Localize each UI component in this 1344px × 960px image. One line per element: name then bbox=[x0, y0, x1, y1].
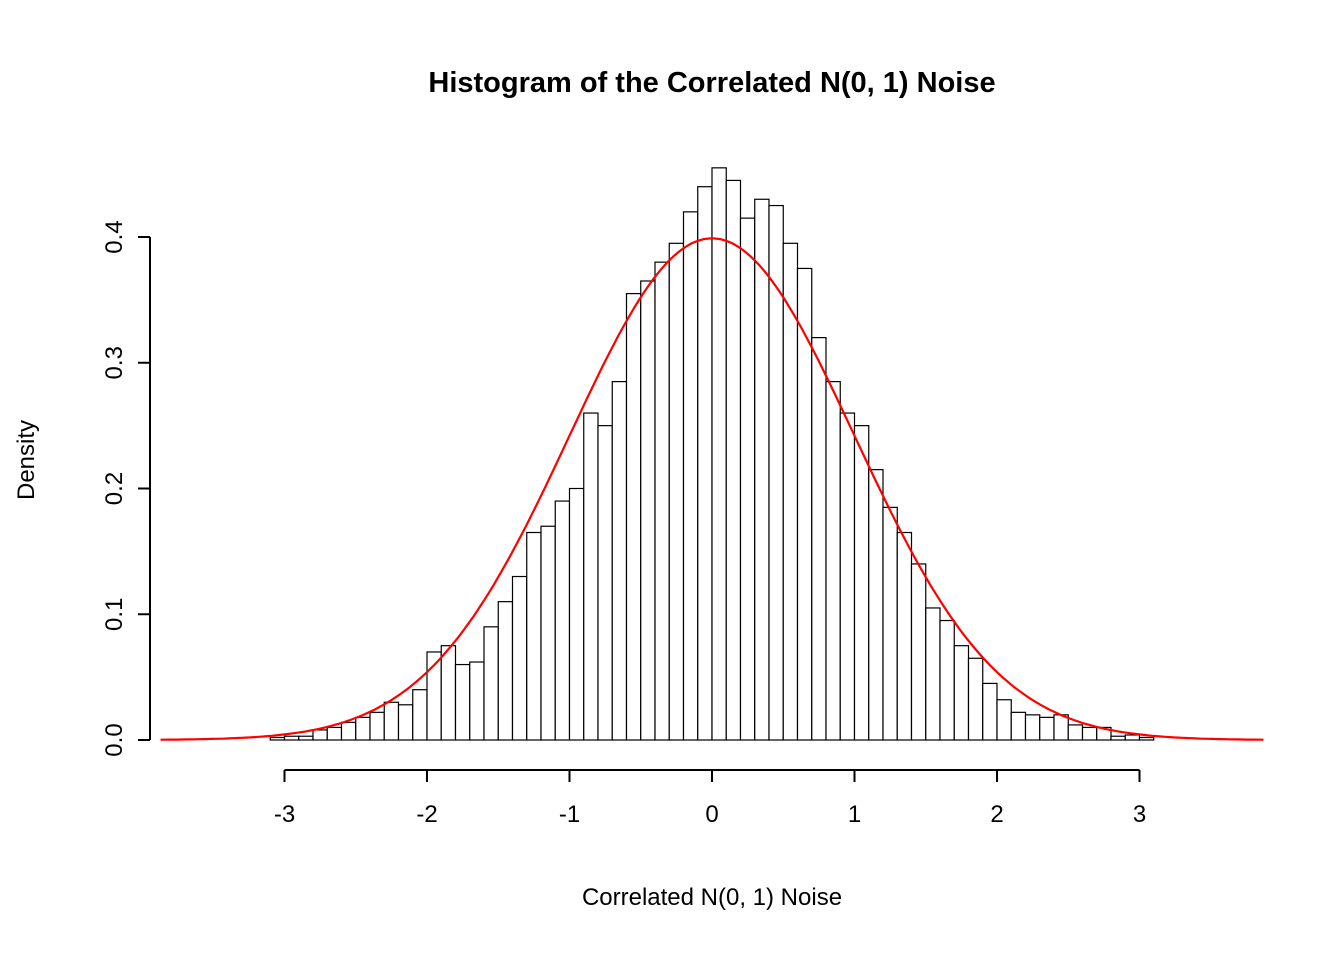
histogram-bar bbox=[355, 716, 371, 741]
histogram-bar bbox=[1138, 736, 1155, 741]
histogram-bar bbox=[1110, 735, 1126, 741]
histogram-bar bbox=[682, 211, 699, 741]
histogram-bar bbox=[853, 425, 870, 741]
histogram-bar bbox=[540, 525, 556, 741]
histogram-bar bbox=[526, 531, 542, 741]
histogram-bar bbox=[1053, 714, 1069, 741]
histogram-bar bbox=[312, 729, 328, 741]
histogram-bar bbox=[868, 469, 884, 741]
histogram-bar bbox=[910, 563, 927, 741]
x-axis-label: Correlated N(0, 1) Noise bbox=[582, 884, 842, 911]
histogram-bar bbox=[269, 736, 286, 741]
histogram-bar bbox=[1067, 724, 1084, 741]
histogram-bar bbox=[583, 412, 599, 741]
histogram-bar bbox=[469, 661, 485, 741]
histogram-bar bbox=[668, 242, 685, 741]
histogram-bar bbox=[369, 711, 385, 741]
histogram-bar bbox=[811, 337, 827, 741]
histogram-bar bbox=[1024, 714, 1041, 741]
histogram-bar bbox=[454, 663, 471, 741]
x-tick-label: -3 bbox=[274, 801, 295, 828]
histogram-bar bbox=[796, 267, 813, 741]
x-tick-label: 1 bbox=[848, 801, 861, 828]
histogram-bar bbox=[882, 506, 898, 741]
histogram-bar bbox=[1096, 726, 1112, 741]
histogram-bar bbox=[654, 261, 670, 741]
histogram-bar bbox=[611, 381, 628, 741]
x-axis: -3 -2 -1 0 1 2 3 bbox=[274, 769, 1146, 828]
y-tick-label: 0.4 bbox=[101, 220, 128, 253]
histogram-bar bbox=[1124, 734, 1141, 741]
histogram-bar bbox=[982, 682, 998, 741]
histogram-bar bbox=[383, 701, 400, 741]
histogram-bar bbox=[298, 735, 314, 741]
x-tick-label: 3 bbox=[1133, 801, 1146, 828]
histogram-bars bbox=[269, 167, 1155, 741]
histogram-bar bbox=[597, 425, 613, 741]
histogram-bar bbox=[1039, 716, 1055, 741]
histogram-bar bbox=[326, 726, 343, 741]
x-tick-label: -1 bbox=[559, 801, 580, 828]
histogram-bar bbox=[554, 500, 571, 741]
y-tick-label: 0.2 bbox=[101, 472, 128, 505]
histogram-bar bbox=[953, 645, 970, 741]
histogram-bar bbox=[754, 198, 770, 741]
x-tick-label: 2 bbox=[990, 801, 1003, 828]
histogram-bar bbox=[640, 280, 656, 741]
normal-density-curve bbox=[160, 237, 1264, 741]
x-tick-label: -2 bbox=[416, 801, 437, 828]
histogram-bar bbox=[896, 531, 913, 741]
histogram-bar bbox=[625, 292, 642, 741]
histogram-bar bbox=[925, 607, 941, 741]
histogram-bar bbox=[511, 575, 528, 741]
histogram-bar bbox=[711, 167, 727, 741]
x-tick-label: 0 bbox=[705, 801, 718, 828]
y-axis: 0.0 0.1 0.2 0.3 0.4 bbox=[101, 220, 151, 757]
histogram-bar bbox=[739, 217, 756, 741]
histogram-bar bbox=[412, 689, 428, 741]
chart-title: Histogram of the Correlated N(0, 1) Nois… bbox=[428, 67, 995, 99]
histogram-bar bbox=[340, 721, 357, 741]
histogram-bar bbox=[939, 619, 955, 741]
histogram-bar bbox=[725, 179, 742, 741]
histogram-bar bbox=[839, 412, 856, 741]
y-tick-label: 0.3 bbox=[101, 346, 128, 379]
y-tick-label: 0.1 bbox=[101, 598, 128, 631]
histogram-bar bbox=[697, 186, 713, 741]
histogram-bar bbox=[967, 657, 984, 741]
histogram-bar bbox=[568, 487, 585, 741]
histogram-bar bbox=[1081, 726, 1098, 741]
histogram-bar bbox=[825, 381, 841, 741]
histogram-bar bbox=[397, 704, 414, 741]
y-axis-label: Density bbox=[13, 420, 40, 500]
histogram-bar bbox=[1010, 711, 1027, 741]
histogram-bar bbox=[440, 645, 457, 741]
histogram-bar bbox=[996, 699, 1012, 741]
y-tick-label: 0.0 bbox=[101, 723, 128, 756]
histogram-bar bbox=[283, 735, 300, 741]
histogram-bar bbox=[497, 601, 514, 741]
histogram-bar bbox=[483, 626, 499, 741]
